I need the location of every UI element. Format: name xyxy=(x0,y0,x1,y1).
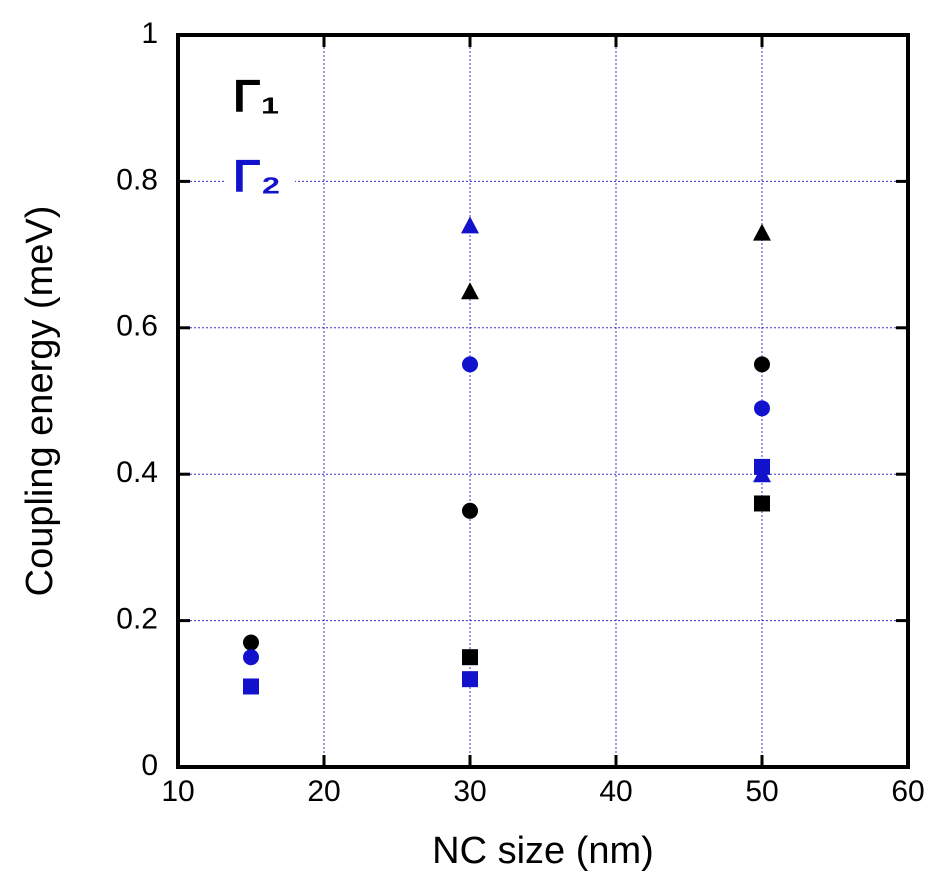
point xyxy=(462,356,478,373)
point xyxy=(754,495,770,512)
x-tick-label: 20 xyxy=(307,775,340,808)
y-tick-label: 1 xyxy=(141,17,158,50)
x-tick-label: 40 xyxy=(599,775,632,808)
point xyxy=(461,282,479,300)
point xyxy=(462,649,478,666)
plot-frame xyxy=(176,33,910,769)
point xyxy=(461,216,479,234)
y-axis-label: Coupling energy (meV) xyxy=(19,206,61,597)
x-tick-label: 30 xyxy=(453,775,486,808)
point xyxy=(754,356,770,373)
x-tick-label: 50 xyxy=(745,775,778,808)
y-tick-label: 0.8 xyxy=(116,163,158,196)
legend-background xyxy=(225,70,295,130)
point xyxy=(462,502,478,519)
y-tick-label: 0.4 xyxy=(116,456,158,489)
y-tick-label: 0 xyxy=(141,749,158,782)
point xyxy=(462,671,478,688)
legend-entry: Γ₂ xyxy=(233,150,281,202)
legend-entry: Γ₁ xyxy=(233,70,280,122)
point xyxy=(753,465,771,483)
x-axis-label: NC size (nm) xyxy=(432,830,654,872)
point xyxy=(243,634,259,651)
y-tick-label: 0.2 xyxy=(116,603,158,636)
legend-background xyxy=(225,150,295,210)
y-tick-label: 0.6 xyxy=(116,310,158,343)
point xyxy=(243,649,259,666)
point xyxy=(753,223,771,241)
point xyxy=(243,678,259,695)
x-tick-label: 60 xyxy=(891,775,924,808)
x-tick-label: 10 xyxy=(161,775,194,808)
point xyxy=(754,400,770,417)
